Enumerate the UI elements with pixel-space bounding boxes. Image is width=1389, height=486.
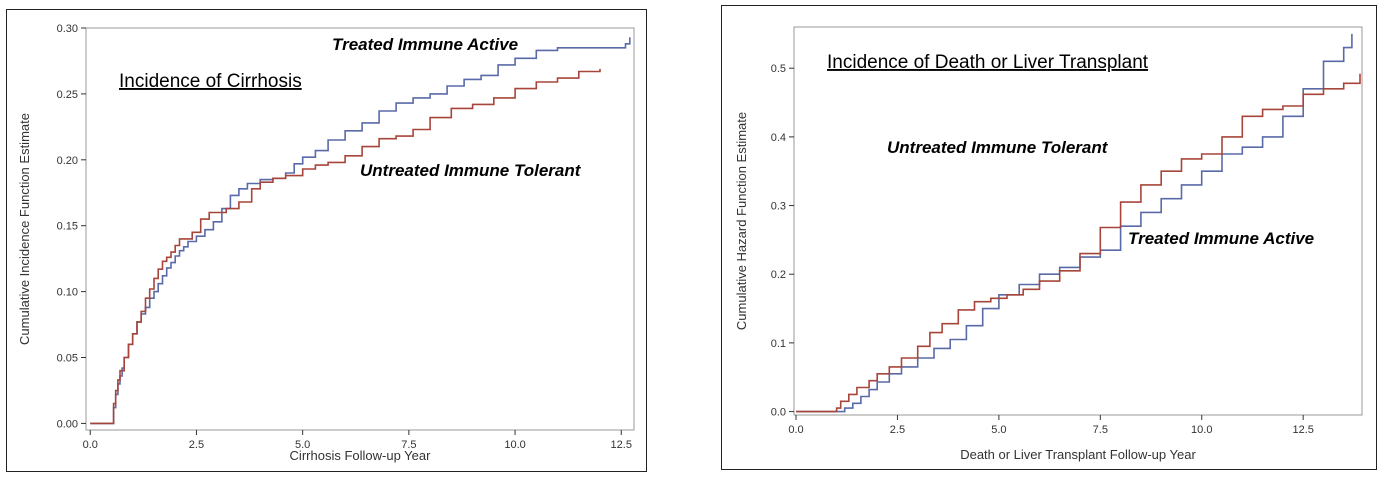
death-transplant-chart-panel: 0.0 2.5 5.0 7.5 10.0 12.5 0.0 0.1 0.2 0.3 0.4 0.5 I… (721, 5, 1377, 470)
x-tick-label: 5.0 (991, 424, 1006, 436)
x-tick-label: 7.5 (1093, 424, 1108, 436)
y-tick-label: 0.05 (57, 353, 78, 365)
series-line-untreated-immune-tolerant (90, 68, 601, 425)
y-tick-label: 0.00 (57, 418, 78, 430)
y-axis-label: Cumulative Hazard Function Estimate (734, 112, 749, 330)
y-tick-label: 0.25 (57, 89, 78, 101)
annotation-untreated-immune-tolerant: Untreated Immune Tolerant (360, 161, 582, 180)
x-tick-label: 0.0 (83, 439, 98, 451)
cirrhosis-chart: 0.0 2.5 5.0 7.5 10.0 12.5 0.00 0.05 0.10 0.15 0.20… (17, 23, 635, 463)
series-line-treated-immune-active (90, 37, 631, 425)
y-tick-label: 0.1 (771, 338, 786, 350)
x-axis-label: Cirrhosis Follow-up Year (290, 448, 432, 463)
x-tick-label: 12.5 (1292, 424, 1313, 436)
x-tick-label: 5.0 (295, 439, 310, 451)
annotation-treated-immune-active: Treated Immune Active (1128, 229, 1314, 248)
x-tick-label: 0.0 (788, 424, 803, 436)
cirrhosis-chart-panel: 0.0 2.5 5.0 7.5 10.0 12.5 0.00 0.05 0.10 0.15 0.20… (6, 9, 647, 472)
death-transplant-chart: 0.0 2.5 5.0 7.5 10.0 12.5 0.0 0.1 0.2 0.3 0.4 0.5 I… (734, 26, 1363, 462)
x-tick-label: 12.5 (611, 439, 632, 451)
y-tick-label: 0.20 (57, 155, 78, 167)
y-tick-label: 0.2 (771, 269, 786, 281)
y-tick-label: 0.5 (771, 63, 786, 75)
x-tick-label: 10.0 (504, 439, 525, 451)
x-tick-label: 10.0 (1191, 424, 1212, 436)
chart-title: Incidence of Cirrhosis (119, 71, 302, 92)
series-line-untreated-immune-tolerant (796, 73, 1361, 413)
plot-frame (85, 27, 635, 431)
annotation-untreated-immune-tolerant: Untreated Immune Tolerant (887, 138, 1109, 157)
x-tick-label: 2.5 (189, 439, 204, 451)
chart-title: Incidence of Death or Liver Transplant (827, 52, 1149, 73)
y-tick-label: 0.15 (57, 221, 78, 233)
y-tick-label: 0.4 (771, 132, 786, 144)
series-line-treated-immune-active (796, 33, 1353, 413)
y-axis-label: Cumulative Incidence Function Estimate (17, 113, 32, 345)
x-axis-label: Death or Liver Transplant Follow-up Year (960, 447, 1196, 462)
y-tick-label: 0.10 (57, 287, 78, 299)
y-tick-label: 0.30 (57, 23, 78, 35)
x-tick-label: 2.5 (890, 424, 905, 436)
y-tick-label: 0.0 (771, 407, 786, 419)
plot-frame (793, 26, 1363, 416)
y-tick-label: 0.3 (771, 201, 786, 213)
annotation-treated-immune-active: Treated Immune Active (332, 35, 518, 54)
x-tick-label: 7.5 (401, 439, 416, 451)
